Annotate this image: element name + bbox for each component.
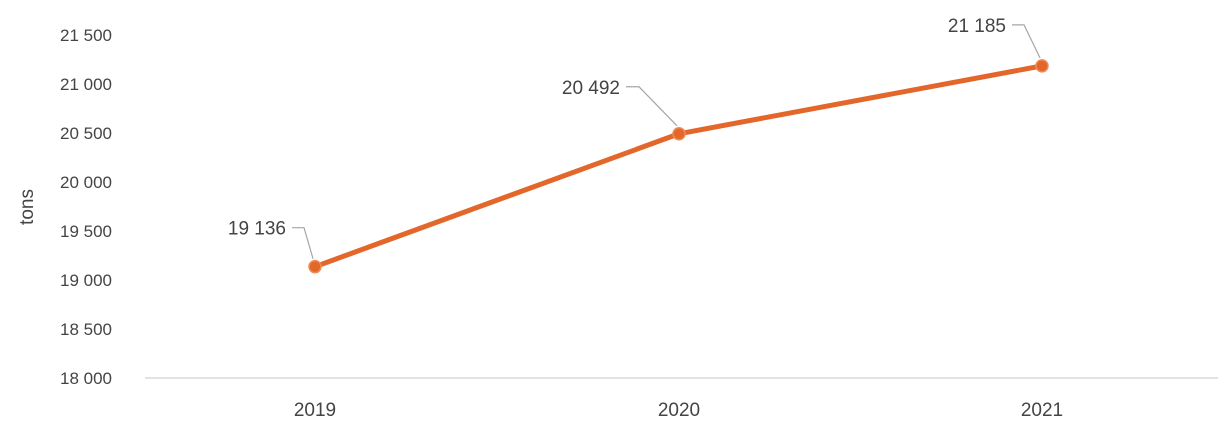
data-label-leader-line xyxy=(626,86,678,127)
x-tick-label: 2021 xyxy=(1021,400,1063,421)
data-point-marker xyxy=(1035,59,1049,73)
y-tick-label: 21 000 xyxy=(60,75,112,94)
y-tick-label: 19 500 xyxy=(60,222,112,241)
x-tick-label: 2020 xyxy=(658,400,700,421)
data-point-marker xyxy=(672,127,686,141)
y-tick-label: 20 500 xyxy=(60,124,112,143)
y-tick-label: 20 000 xyxy=(60,173,112,192)
y-axis-title: tons xyxy=(17,189,38,225)
x-tick-label: 2019 xyxy=(294,400,336,421)
series-line xyxy=(312,63,1045,270)
y-tick-label: 21 500 xyxy=(60,26,112,45)
y-tick-label: 18 000 xyxy=(60,369,112,388)
data-label-leader-line xyxy=(292,227,314,259)
data-label: 19 136 xyxy=(228,219,286,240)
y-tick-label: 19 000 xyxy=(60,271,112,290)
y-tick-label: 18 500 xyxy=(60,320,112,339)
data-label: 21 185 xyxy=(948,16,1006,37)
data-label: 20 492 xyxy=(562,78,620,99)
data-point-marker xyxy=(308,259,322,274)
data-label-leader-line xyxy=(1012,24,1041,59)
